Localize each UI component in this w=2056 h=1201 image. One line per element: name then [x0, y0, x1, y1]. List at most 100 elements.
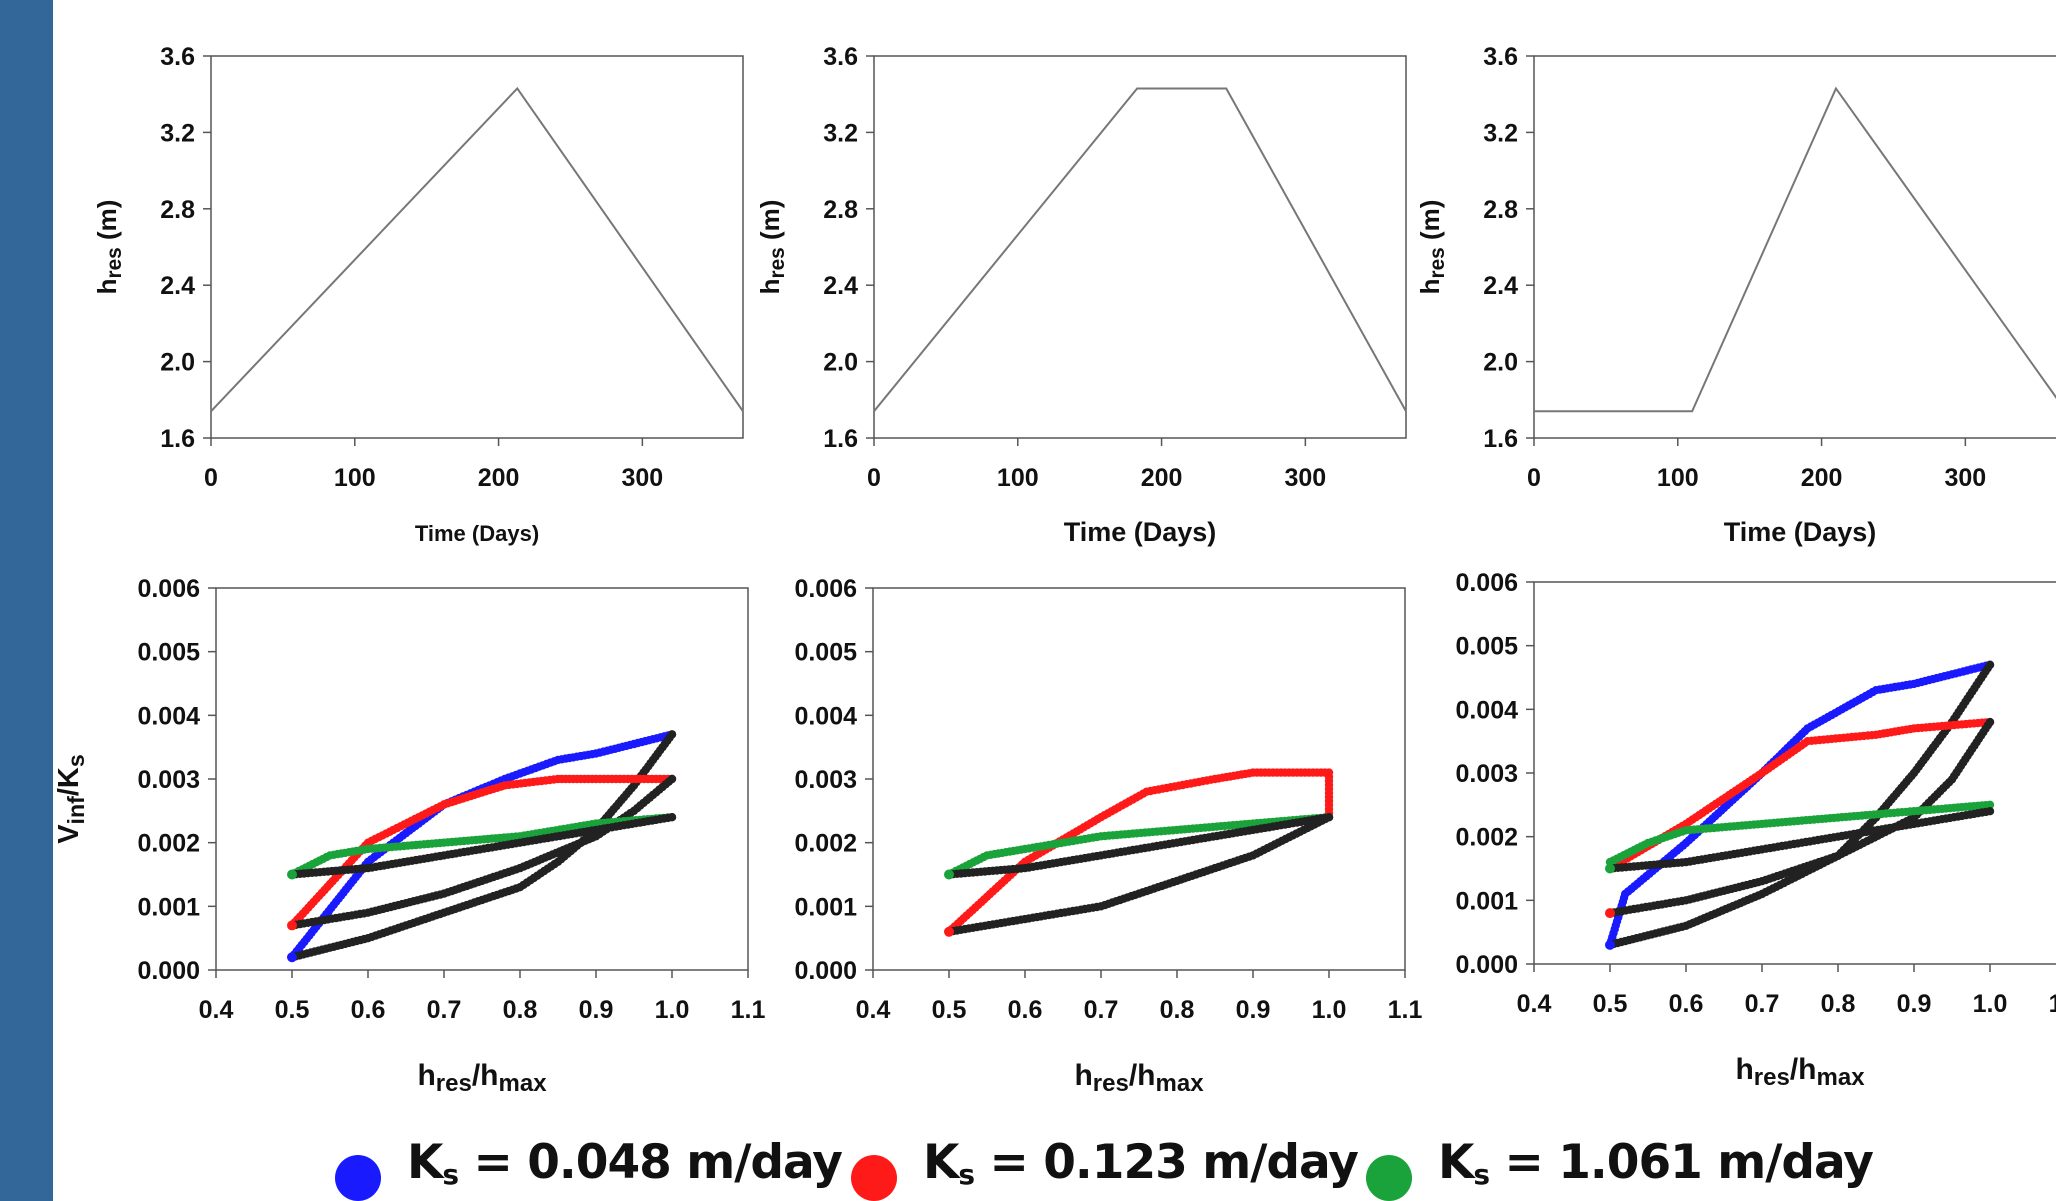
axis-label-subscript: res — [1426, 247, 1449, 278]
axis-label-subscript: max — [1156, 1070, 1205, 1097]
y-tick-label: 0.006 — [1455, 569, 1518, 597]
y-tick-label: 3.6 — [823, 43, 858, 71]
chart-2: 1.6 2.0 2.4 2.8 3.2 3.6 0 100 200 300 hres (m) Time… — [755, 43, 1407, 547]
y-tick-label: 0.000 — [137, 957, 200, 985]
legend-label-green: Ks = 1.061 m/day — [1438, 1135, 1874, 1191]
y-tick-label: 3.2 — [160, 119, 195, 147]
y-tick-label: 0.001 — [1455, 887, 1518, 915]
y-tick-label: 0.002 — [1455, 824, 1518, 852]
x-tick-label: 0.9 — [1897, 990, 1932, 1018]
plot-frame — [873, 55, 1407, 439]
y-tick-label: 0.004 — [794, 702, 857, 730]
data-point — [1605, 863, 1615, 874]
x-tick-label: 0.8 — [503, 996, 538, 1024]
axis-label-part: /h — [472, 1059, 499, 1092]
axis-label-part: /K — [53, 767, 85, 796]
y-tick-label: 0.001 — [794, 893, 857, 921]
data-point — [1605, 939, 1615, 950]
y-tick-label: 3.6 — [160, 43, 195, 71]
chart-3: 1.6 2.0 2.4 2.8 3.2 3.6 0 100 200 300 hres (m) Time… — [1415, 43, 2056, 547]
x-tick-label: 1.1 — [1388, 996, 1423, 1024]
axis-label-part: h — [92, 279, 122, 295]
x-axis-label: Time (Days) — [415, 521, 539, 546]
axis-label-part: (m) — [92, 200, 122, 248]
x-tick-label: 100 — [334, 464, 376, 492]
y-tick-label: 0.004 — [137, 702, 200, 730]
axis-label-subscript: res — [1093, 1070, 1129, 1097]
axis-label-subscript: inf — [63, 796, 89, 825]
x-axis-label: hres/hmax — [1074, 1059, 1204, 1097]
y-tick-label: 0.005 — [1455, 633, 1518, 661]
series-3 — [287, 813, 677, 880]
x-tick-label: 0.7 — [427, 996, 462, 1024]
series-line — [1534, 86, 2056, 413]
x-tick-label: 200 — [478, 464, 520, 492]
data-point — [944, 869, 954, 880]
axis-label-part: /h — [1790, 1053, 1817, 1086]
y-tick-label: 1.6 — [160, 425, 195, 453]
y-tick-label: 0.003 — [794, 766, 857, 794]
x-tick-label: 0 — [867, 464, 881, 492]
axis-label-part: (m) — [1415, 200, 1445, 248]
y-tick-label: 3.2 — [823, 119, 858, 147]
x-tick-label: 0.8 — [1821, 990, 1856, 1018]
series-1 — [944, 768, 1334, 937]
x-tick-label: 1.0 — [1312, 996, 1347, 1024]
legend-marker-green — [1366, 1155, 1412, 1201]
axis-label-subscript: res — [766, 247, 789, 278]
x-tick-label: 300 — [1284, 464, 1326, 492]
axis-label-subscript: max — [499, 1070, 548, 1097]
y-tick-label: 2.8 — [823, 196, 858, 224]
y-tick-label: 3.2 — [1483, 119, 1518, 147]
y-tick-label: 0.003 — [1455, 760, 1518, 788]
x-tick-label: 0.6 — [1008, 996, 1043, 1024]
x-tick-label: 200 — [1801, 464, 1843, 492]
x-tick-label: 300 — [621, 464, 663, 492]
x-tick-label: 0.7 — [1745, 990, 1780, 1018]
x-tick-label: 0.8 — [1160, 996, 1195, 1024]
chart-1: 1.6 2.0 2.4 2.8 3.2 3.6 0 100 200 300 hres (m) Time… — [92, 43, 744, 546]
y-axis-label: hres (m) — [755, 200, 789, 295]
series-2 — [287, 774, 677, 931]
axis-label-part: /h — [1129, 1059, 1156, 1092]
x-tick-label: 300 — [1944, 464, 1986, 492]
x-axis-label: Time (Days) — [1064, 517, 1217, 547]
x-tick-label: 0 — [204, 464, 218, 492]
series-line — [873, 87, 1407, 412]
x-tick-label: 0.4 — [856, 996, 891, 1024]
data-point — [944, 926, 954, 937]
x-axis-label: hres/hmax — [1735, 1053, 1865, 1091]
plot-frame — [1533, 55, 2056, 439]
axis-label-subscript: res — [436, 1070, 472, 1097]
chart-6: 0.000 0.001 0.002 0.003 0.004 0.005 0.006 0.4 0.… — [1455, 569, 2056, 1091]
x-tick-label: 100 — [1657, 464, 1699, 492]
legend-label-red: Ks = 0.123 m/day — [923, 1135, 1359, 1191]
series-2 — [944, 813, 1334, 880]
axis-label-part: h — [417, 1059, 435, 1092]
x-tick-label: 0.4 — [199, 996, 234, 1024]
data-point — [287, 952, 297, 963]
x-tick-label: 0.5 — [932, 996, 967, 1024]
y-tick-label: 0.003 — [137, 766, 200, 794]
x-tick-label: 0.4 — [1517, 990, 1552, 1018]
x-tick-label: 1.0 — [1973, 990, 2008, 1018]
legend-label-blue: Ks = 0.048 m/day — [407, 1135, 843, 1191]
y-tick-label: 0.005 — [794, 639, 857, 667]
series-line — [210, 86, 744, 412]
axis-label-part: V — [53, 824, 85, 844]
y-axis-label: hres (m) — [1415, 200, 1449, 295]
y-tick-label: 3.6 — [1483, 43, 1518, 71]
x-tick-label: 0.7 — [1084, 996, 1119, 1024]
y-tick-label: 2.8 — [160, 196, 195, 224]
y-tick-label: 0.002 — [137, 830, 200, 858]
x-tick-label: 0.6 — [1669, 990, 1704, 1018]
x-tick-label: 1.1 — [731, 996, 766, 1024]
plot-frame — [210, 55, 744, 439]
x-tick-label: 200 — [1141, 464, 1183, 492]
data-point — [287, 869, 297, 880]
axis-label-subscript: res — [1754, 1064, 1790, 1091]
plot-frame — [1533, 581, 2056, 965]
axis-label-subscript: res — [103, 247, 126, 278]
y-tick-label: 2.4 — [823, 272, 858, 300]
